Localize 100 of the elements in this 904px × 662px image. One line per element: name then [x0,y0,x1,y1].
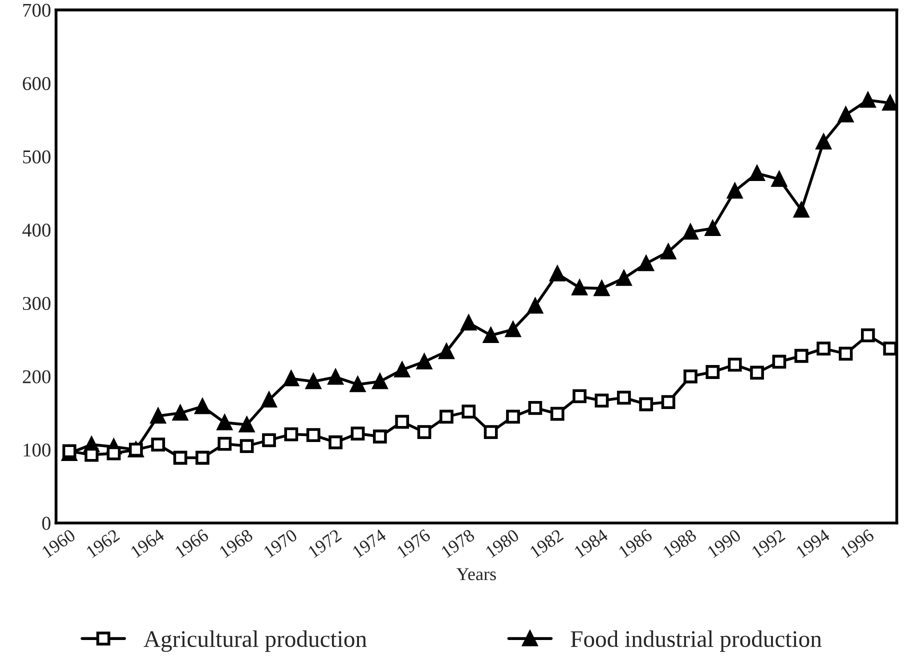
x-tick-label: 1984 [574,528,609,558]
point [661,395,676,409]
y-tick-label: 300 [22,296,50,310]
point [239,417,254,432]
point [616,390,631,405]
point [772,172,787,187]
x-tick-label: 1982 [529,528,564,558]
point [638,256,654,272]
point [328,369,344,385]
point [372,374,388,390]
point [883,342,897,356]
x-tick-label: 1968 [218,528,254,558]
point [483,328,498,343]
point [794,348,808,363]
point [684,369,698,384]
point [594,394,609,408]
point [860,328,875,342]
point [194,398,210,414]
point [262,433,276,448]
x-tick-label: 1960 [41,528,76,558]
point [572,280,588,296]
point [196,450,210,465]
x-tick-label: 1986 [618,528,653,558]
point [882,95,897,111]
point [572,389,587,404]
point [461,315,476,331]
point [151,438,166,452]
x-tick-label: 1990 [706,528,742,558]
x-tick-label: 1964 [130,528,166,558]
point [594,280,610,296]
point [639,397,654,412]
y-tick-label: 200 [22,370,50,384]
y-tick-label: 400 [22,224,50,237]
point [728,358,742,372]
x-tick-label: 1966 [174,528,210,558]
x-tick-label: 1996 [840,528,875,558]
x-tick-label: 1994 [796,528,831,558]
point [727,183,742,199]
point [550,266,566,282]
y-tick-label: 600 [22,77,50,90]
x-tick-label: 1988 [662,528,698,558]
point [372,430,387,444]
point [528,400,542,415]
y-tick-label: 500 [23,150,50,164]
point [772,354,786,369]
y-tick-label: 700 [23,4,50,17]
x-tick-label: 1978 [440,528,476,558]
point [306,428,320,442]
x-tick-label: 1976 [396,528,432,558]
point [216,414,232,430]
x-tick-label: 1972 [308,528,342,558]
point [750,366,764,380]
point [794,202,810,218]
point [240,439,254,453]
y-tick-label: 0 [42,516,50,530]
point [284,370,299,386]
point [395,414,410,429]
point [438,344,454,360]
point [261,392,277,408]
x-tick-label: 1974 [352,528,387,558]
point [350,376,366,392]
point [550,406,564,421]
point [394,362,410,378]
x-tick-label: 1962 [86,528,120,558]
point [505,322,521,338]
point [306,374,322,390]
x-tick-label: 1970 [263,528,298,558]
point [417,425,432,440]
legend-label: Food industrial production [570,630,822,652]
point [484,425,498,440]
point [506,410,520,424]
point [106,446,121,460]
point [860,92,876,108]
point [284,427,298,442]
point [706,365,720,379]
point [84,448,98,462]
point [749,166,765,182]
x-axis-title: Years [456,568,496,580]
point [682,224,698,240]
point [173,450,188,465]
x-tick-label: 1980 [485,528,520,558]
point [705,220,720,236]
point [838,346,853,361]
point [440,410,454,424]
x-tick-label: 1992 [751,528,786,558]
point [172,405,188,421]
point [616,270,632,286]
point [816,342,831,356]
point [660,244,676,260]
point [416,354,432,370]
point [462,404,476,419]
point [838,107,854,122]
point [128,442,143,457]
point [528,298,543,314]
point [328,435,342,450]
legend-label: Agricultural production [144,630,367,652]
point [218,436,232,451]
point [350,426,365,441]
point [816,134,832,150]
y-tick-label: 100 [24,444,50,457]
